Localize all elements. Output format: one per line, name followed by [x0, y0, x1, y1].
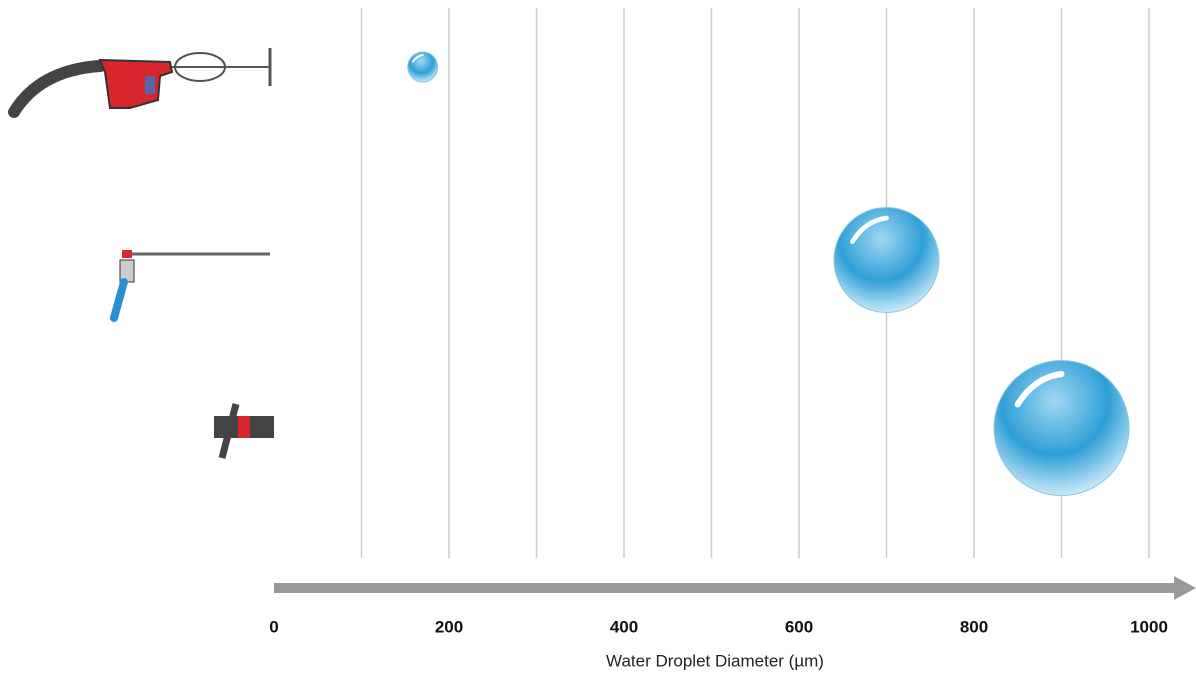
x-tick-label: 400	[610, 617, 638, 636]
x-tick-label: 0	[269, 617, 278, 636]
nozzle-icon-branch	[214, 404, 274, 458]
x-tick-label: 800	[960, 617, 988, 636]
droplet	[408, 52, 438, 82]
x-axis-label: Water Droplet Diameter (µm)	[606, 651, 824, 670]
x-axis-arrow	[274, 576, 1196, 600]
droplet	[834, 208, 939, 313]
x-tick-label: 200	[435, 617, 463, 636]
nozzle-icon-lance	[114, 250, 270, 318]
x-tick-label: 600	[785, 617, 813, 636]
nozzle-icon-pistol	[14, 48, 270, 112]
droplet	[994, 361, 1129, 496]
x-tick-label: 1000	[1130, 617, 1168, 636]
chart: Water Droplet Diameter (µm) 0 200 400 600 80…	[0, 0, 1196, 674]
page: Water Droplet Diameter (µm) 0 200 400 600 80…	[0, 0, 1196, 674]
